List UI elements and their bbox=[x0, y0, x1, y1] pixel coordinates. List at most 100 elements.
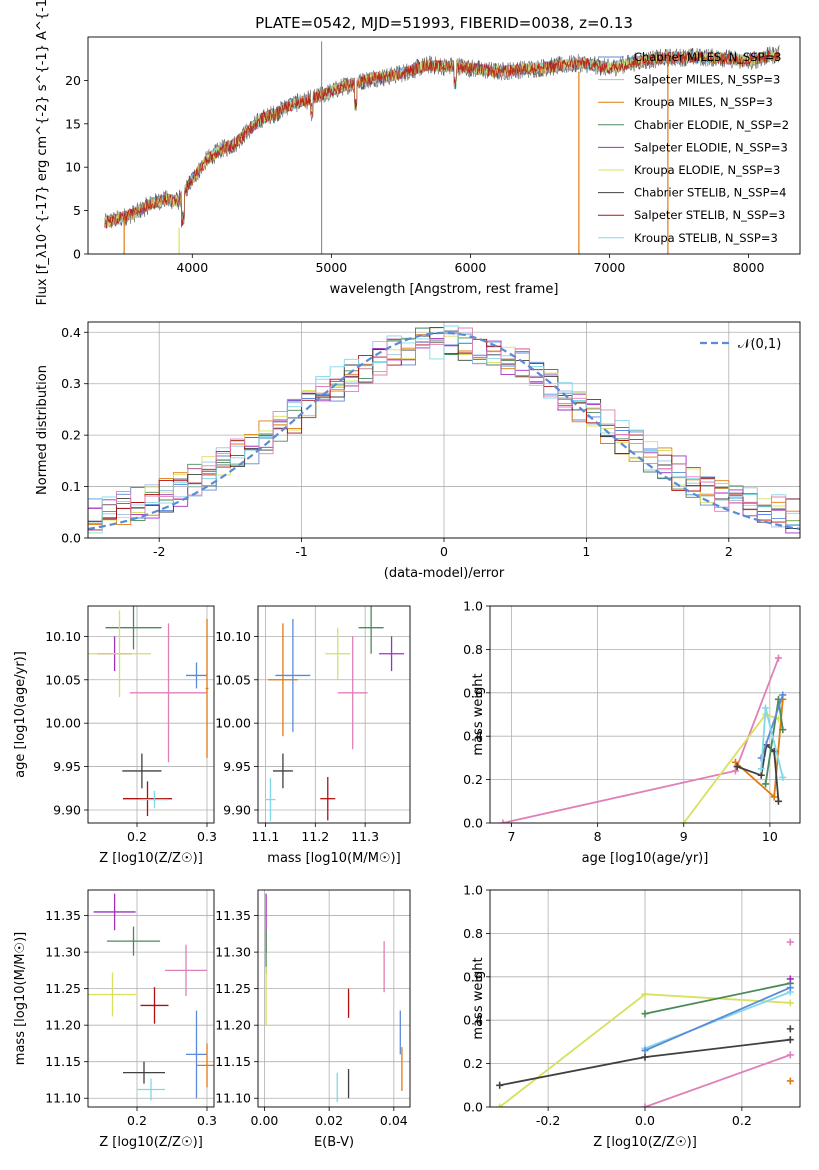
y-tick-label: 11.30 bbox=[215, 945, 251, 960]
x-tick-label: 0 bbox=[440, 544, 448, 559]
axes-frame bbox=[489, 889, 801, 1108]
x-axis-label: Z [log10(Z/Z☉)] bbox=[99, 1135, 203, 1150]
y-tick-label: 9.95 bbox=[223, 759, 251, 774]
y-tick-label: 10.00 bbox=[215, 716, 251, 731]
y-tick-label: 0.4 bbox=[463, 729, 483, 744]
plus-marker bbox=[779, 726, 787, 734]
mass-vs-metallicity-panel: 0.2 0.3 11.10 11.15 11.20 11.25 11.30 11.35 Z [l… bbox=[13, 889, 217, 1150]
x-tick-label: 11.3 bbox=[351, 829, 379, 844]
y-tick-label: 0.4 bbox=[463, 1013, 483, 1028]
plus-marker bbox=[786, 975, 794, 983]
y-tick-label: 11.15 bbox=[45, 1054, 81, 1069]
x-tick-label: 0.0 bbox=[635, 1113, 655, 1128]
y-tick-label: 11.15 bbox=[215, 1054, 251, 1069]
plot-area bbox=[104, 41, 780, 254]
plot-area bbox=[496, 938, 794, 1107]
x-axis-label: mass [log10(M/M☉)] bbox=[267, 851, 400, 866]
axes-frame bbox=[257, 889, 411, 1108]
legend-label: Salpeter STELIB, N_SSP=3 bbox=[634, 208, 785, 222]
axes-frame bbox=[87, 889, 215, 1108]
x-tick-label: 7000 bbox=[594, 260, 626, 275]
plus-marker bbox=[774, 797, 782, 805]
y-tick-label: 9.90 bbox=[53, 802, 81, 817]
plus-marker bbox=[779, 773, 787, 781]
residual-histogram-panel: -2 -1 0 1 2 0.0 0.1 0.2 0.3 0.4 (data-model)/error… bbox=[35, 321, 801, 581]
y-tick-label: 9.95 bbox=[53, 759, 81, 774]
x-tick-label: 0.3 bbox=[197, 829, 217, 844]
plus-marker bbox=[731, 758, 739, 766]
plus-marker bbox=[499, 819, 507, 823]
legend-label: Kroupa STELIB, N_SSP=3 bbox=[634, 231, 778, 245]
mass-weight-line bbox=[760, 694, 784, 759]
y-tick-label: 20 bbox=[65, 73, 81, 88]
y-tick-label: 0.3 bbox=[61, 376, 81, 391]
x-tick-label: 0.3 bbox=[197, 1113, 217, 1128]
legend-label: Kroupa MILES, N_SSP=3 bbox=[634, 95, 773, 109]
y-tick-label: 0.6 bbox=[463, 969, 483, 984]
mass-weight-line bbox=[502, 657, 780, 823]
plot-area bbox=[88, 893, 214, 1101]
plus-marker bbox=[731, 767, 739, 775]
y-tick-label: 0 bbox=[73, 247, 81, 262]
x-axis-label: age [log10(age/yr)] bbox=[582, 851, 709, 866]
y-tick-label: 10.05 bbox=[45, 672, 81, 687]
y-tick-label: 0.0 bbox=[463, 1100, 483, 1115]
y-axis-label: mass weight bbox=[471, 673, 486, 755]
y-tick-label: 0.2 bbox=[61, 428, 81, 443]
y-tick-label: 10.00 bbox=[45, 716, 81, 731]
x-tick-label: 4000 bbox=[176, 260, 208, 275]
legend-label: Salpeter MILES, N_SSP=3 bbox=[634, 73, 780, 87]
y-tick-label: 15 bbox=[65, 116, 81, 131]
x-tick-label: 8000 bbox=[733, 260, 765, 275]
x-tick-label: 9 bbox=[680, 829, 688, 844]
plot-area bbox=[499, 654, 787, 823]
y-tick-label: 11.35 bbox=[45, 908, 81, 923]
plus-marker bbox=[641, 1053, 649, 1061]
y-tick-label: 11.25 bbox=[215, 981, 251, 996]
plus-marker bbox=[733, 763, 741, 771]
x-axis-label: Z [log10(Z/Z☉)] bbox=[99, 851, 203, 866]
x-axis-label: E(B-V) bbox=[314, 1135, 354, 1150]
x-tick-label: 11.1 bbox=[252, 829, 280, 844]
axes-frame bbox=[257, 605, 411, 824]
plus-marker bbox=[680, 819, 688, 823]
y-tick-label: 10.05 bbox=[215, 672, 251, 687]
x-tick-label: 0.2 bbox=[127, 1113, 147, 1128]
y-tick-label: 11.20 bbox=[45, 1018, 81, 1033]
y-tick-label: 0.0 bbox=[463, 816, 483, 831]
plus-marker bbox=[762, 704, 770, 712]
legend-label: Kroupa ELODIE, N_SSP=3 bbox=[634, 163, 780, 177]
age-vs-metallicity-panel: 0.2 0.3 9.90 9.95 10.00 10.05 10.10 Z [log10(Z/… bbox=[13, 605, 217, 866]
legend-label: Salpeter ELODIE, N_SSP=3 bbox=[634, 140, 788, 154]
plus-marker bbox=[641, 1103, 649, 1107]
x-tick-label: 7 bbox=[508, 829, 516, 844]
mass-weight-line bbox=[736, 743, 780, 802]
plus-marker bbox=[496, 1103, 504, 1107]
plus-marker bbox=[786, 984, 794, 992]
y-tick-label: 0.0 bbox=[61, 531, 81, 546]
x-tick-label: 0.04 bbox=[380, 1113, 408, 1128]
y-tick-label: 0.4 bbox=[61, 325, 81, 340]
x-tick-label: 0.00 bbox=[251, 1113, 279, 1128]
y-axis-label: Flux [f_λ10^{-17} erg cm^{-2} s^{-1} A^{… bbox=[35, 0, 50, 305]
y-tick-label: 11.10 bbox=[215, 1091, 251, 1106]
plus-marker bbox=[641, 1010, 649, 1018]
mass-weight-line bbox=[644, 991, 791, 1050]
x-tick-label: 1 bbox=[582, 544, 590, 559]
plus-marker bbox=[786, 999, 794, 1007]
age-vs-mass-panel: 11.1 11.2 11.3 9.90 9.95 10.00 10.05 10.10 mass … bbox=[215, 605, 411, 866]
y-tick-label: 10 bbox=[65, 160, 81, 175]
legend-label: Chabrier STELIB, N_SSP=4 bbox=[634, 186, 786, 200]
y-axis-label: Normed distribution bbox=[35, 365, 50, 495]
plus-marker bbox=[641, 1047, 649, 1055]
plus-marker bbox=[786, 938, 794, 946]
plus-marker bbox=[641, 990, 649, 998]
plot-area bbox=[88, 325, 800, 534]
y-tick-label: 5 bbox=[73, 203, 81, 218]
mass-weight-line bbox=[644, 982, 791, 1015]
legend-label: Chabrier ELODIE, N_SSP=2 bbox=[634, 118, 789, 132]
plot-area bbox=[265, 893, 403, 1102]
x-tick-label: -0.2 bbox=[536, 1113, 560, 1128]
plus-marker bbox=[786, 1036, 794, 1044]
y-tick-label: 0.2 bbox=[463, 772, 483, 787]
